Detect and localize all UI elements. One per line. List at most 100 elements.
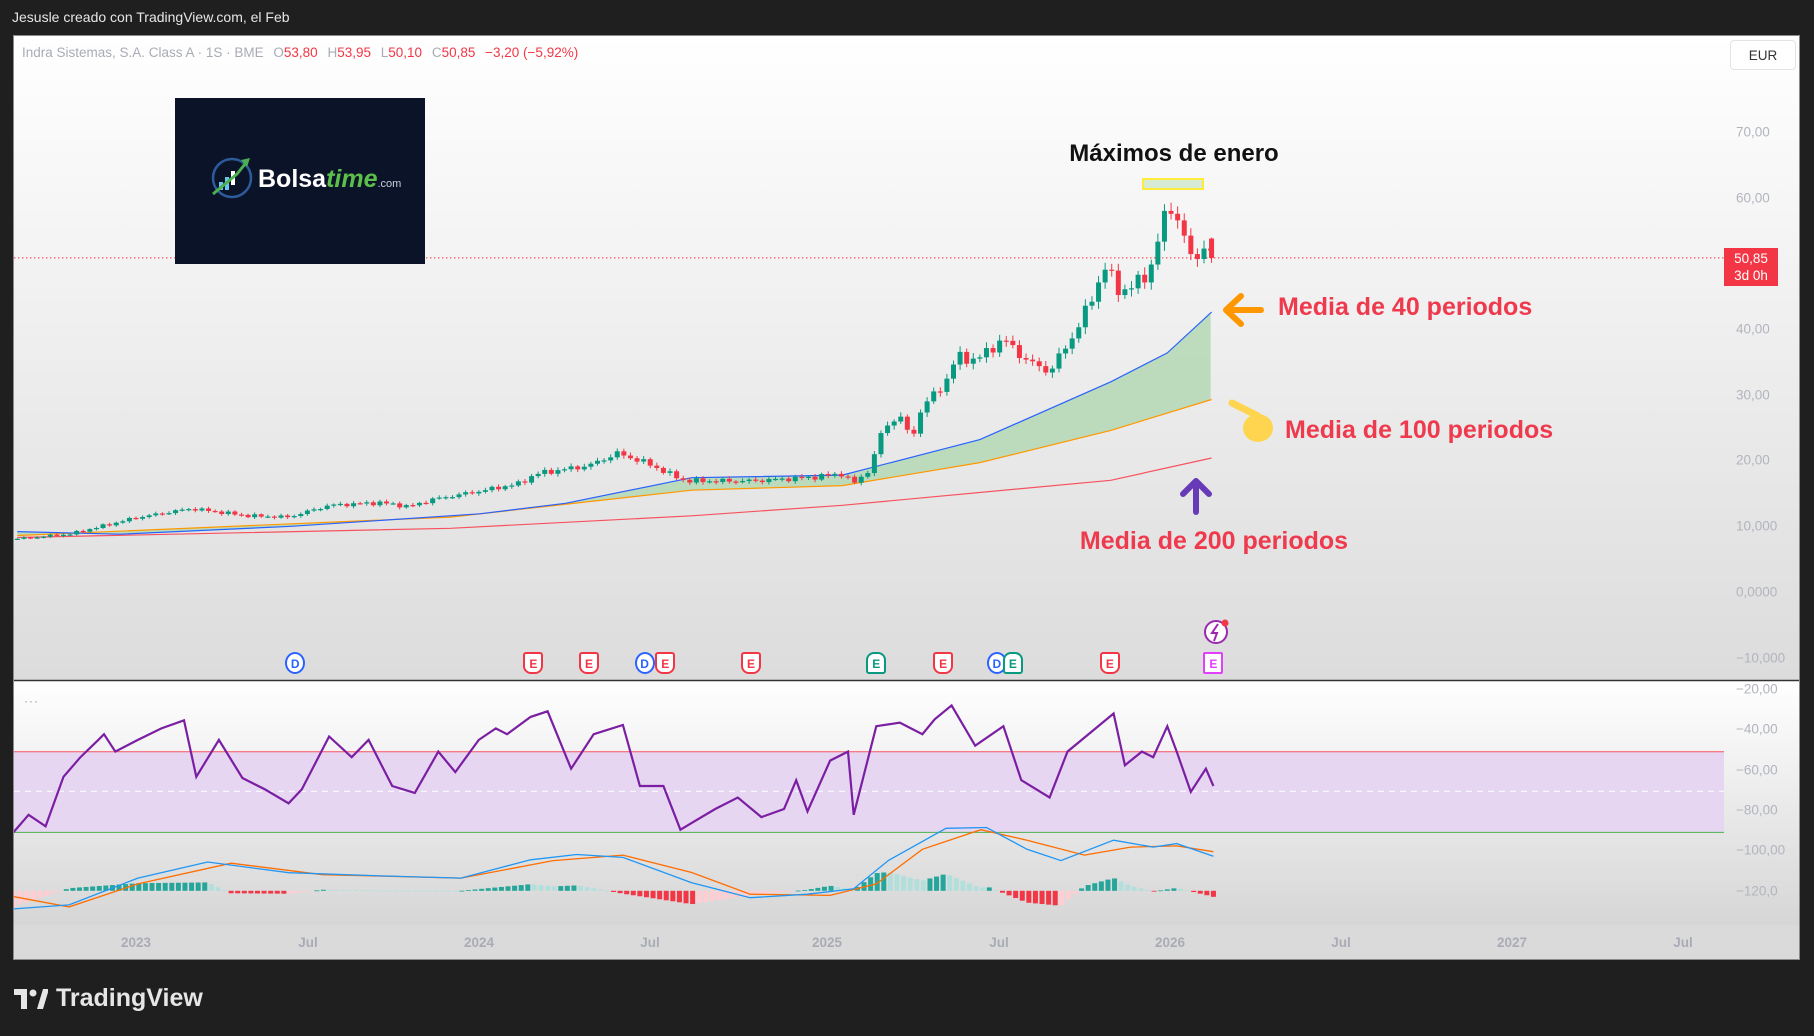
macd-histogram-bar — [393, 890, 399, 892]
candle-body — [87, 529, 93, 532]
macd-histogram-bar — [419, 890, 425, 892]
candle-body — [865, 473, 871, 477]
candle — [918, 409, 924, 438]
macd-histogram-bar — [901, 875, 907, 891]
macd-histogram-bar — [149, 883, 155, 891]
candle — [21, 536, 27, 540]
price-tick: 10,000 — [1736, 518, 1778, 534]
macd-histogram-bar — [1138, 888, 1144, 891]
macd-histogram-bar — [498, 886, 504, 891]
macd-histogram-bar — [828, 885, 834, 891]
bar-countdown: 3d 0h — [1734, 268, 1768, 283]
candle — [885, 421, 891, 436]
candle-body — [113, 522, 119, 526]
dividend-marker[interactable]: D — [285, 652, 306, 674]
candle-body — [502, 486, 508, 490]
candle-body — [687, 479, 693, 483]
candle-body — [14, 538, 20, 540]
candle-body — [416, 502, 422, 506]
candle — [792, 474, 798, 484]
macd-histogram-bar — [274, 890, 280, 894]
candle — [87, 528, 93, 533]
candle-body — [1115, 270, 1121, 296]
dividend-marker[interactable]: D — [634, 652, 655, 674]
candle — [364, 500, 370, 506]
candle-body — [186, 509, 192, 511]
purple-arrow-icon — [1180, 478, 1212, 515]
earnings-marker[interactable]: E — [866, 652, 887, 674]
lightning-alert-icon — [1204, 619, 1229, 644]
macd-histogram-bar — [525, 884, 531, 891]
logo-chart-icon — [211, 157, 253, 199]
candle-body — [713, 481, 719, 483]
annotation-ma100[interactable]: Media de 100 periodos — [1285, 416, 1554, 444]
macd-histogram-bar — [465, 890, 471, 891]
annotation-ma200[interactable]: Media de 200 periodos — [1079, 527, 1349, 555]
earnings-marker[interactable]: E — [741, 652, 761, 674]
candle-body — [21, 537, 27, 539]
candle — [509, 482, 515, 489]
currency-button[interactable]: EUR — [1730, 40, 1796, 70]
annotation-ma40[interactable]: Media de 40 periodos — [1278, 293, 1533, 321]
candle — [304, 509, 310, 516]
candle — [529, 473, 535, 485]
price-tick: 70,00 — [1736, 124, 1770, 140]
earnings-marker[interactable]: E — [933, 652, 954, 674]
logo-brand-a: Bolsa — [258, 165, 327, 193]
macd-histogram-bar — [1026, 890, 1032, 903]
symbol-name[interactable]: Indra Sistemas, S.A. Class A · 1S · BME — [22, 45, 264, 60]
candle — [647, 457, 653, 469]
candle-body — [318, 509, 324, 511]
macd-histogram-bar — [868, 877, 874, 891]
macd-histogram-bar — [37, 890, 43, 898]
macd-histogram-bar — [927, 878, 933, 891]
candle-body — [1056, 353, 1062, 369]
earnings-marker[interactable]: E — [1099, 652, 1120, 674]
tradingview-logo[interactable]: TradingView — [14, 984, 203, 1013]
candle — [720, 477, 726, 485]
candle-body — [601, 460, 607, 462]
candle — [601, 458, 607, 464]
macd-histogram-bar — [1118, 881, 1124, 891]
candle-body — [100, 524, 106, 528]
macd-histogram-bar — [24, 890, 30, 903]
candle — [291, 514, 297, 519]
candle-body — [1076, 327, 1082, 339]
earnings-marker[interactable]: E — [523, 652, 544, 674]
earnings-marker[interactable]: E — [1002, 652, 1023, 674]
macd-histogram-bar — [314, 890, 320, 892]
open-value: 53,80 — [283, 45, 318, 60]
candle — [456, 492, 462, 500]
candle — [693, 475, 699, 485]
logo-wordmark: Bolsatime.com — [258, 165, 401, 194]
candle-body — [667, 471, 673, 473]
candle — [14, 538, 20, 541]
macd-histogram-bar — [1006, 890, 1012, 896]
candle — [199, 507, 205, 512]
candle-body — [1016, 345, 1022, 359]
macd-histogram-bar — [432, 890, 438, 892]
candle — [166, 511, 172, 515]
candle — [153, 511, 159, 517]
macd-histogram-bar — [1039, 890, 1045, 905]
last-price-value: 50,85 — [1734, 251, 1768, 266]
candle — [674, 469, 680, 481]
candle — [1181, 213, 1187, 244]
candle — [179, 507, 185, 512]
candle — [219, 509, 225, 516]
candle — [575, 464, 581, 473]
candle-body — [199, 508, 205, 511]
candle — [1129, 281, 1135, 297]
macd-histogram-bar — [795, 890, 801, 892]
earnings-marker[interactable]: E — [1203, 652, 1224, 674]
earnings-marker[interactable]: E — [579, 652, 600, 674]
candle-body — [153, 513, 159, 516]
tradingview-brand: TradingView — [56, 984, 203, 1012]
pane-menu-dots[interactable]: ··· — [24, 694, 39, 708]
macd-histogram-bar — [1184, 890, 1190, 892]
earnings-marker[interactable]: E — [655, 652, 676, 674]
candle — [265, 514, 271, 519]
annotation-maximos[interactable]: Máximos de enero — [1069, 140, 1279, 167]
hand-palm — [1243, 414, 1273, 442]
candle-body — [1010, 340, 1016, 346]
